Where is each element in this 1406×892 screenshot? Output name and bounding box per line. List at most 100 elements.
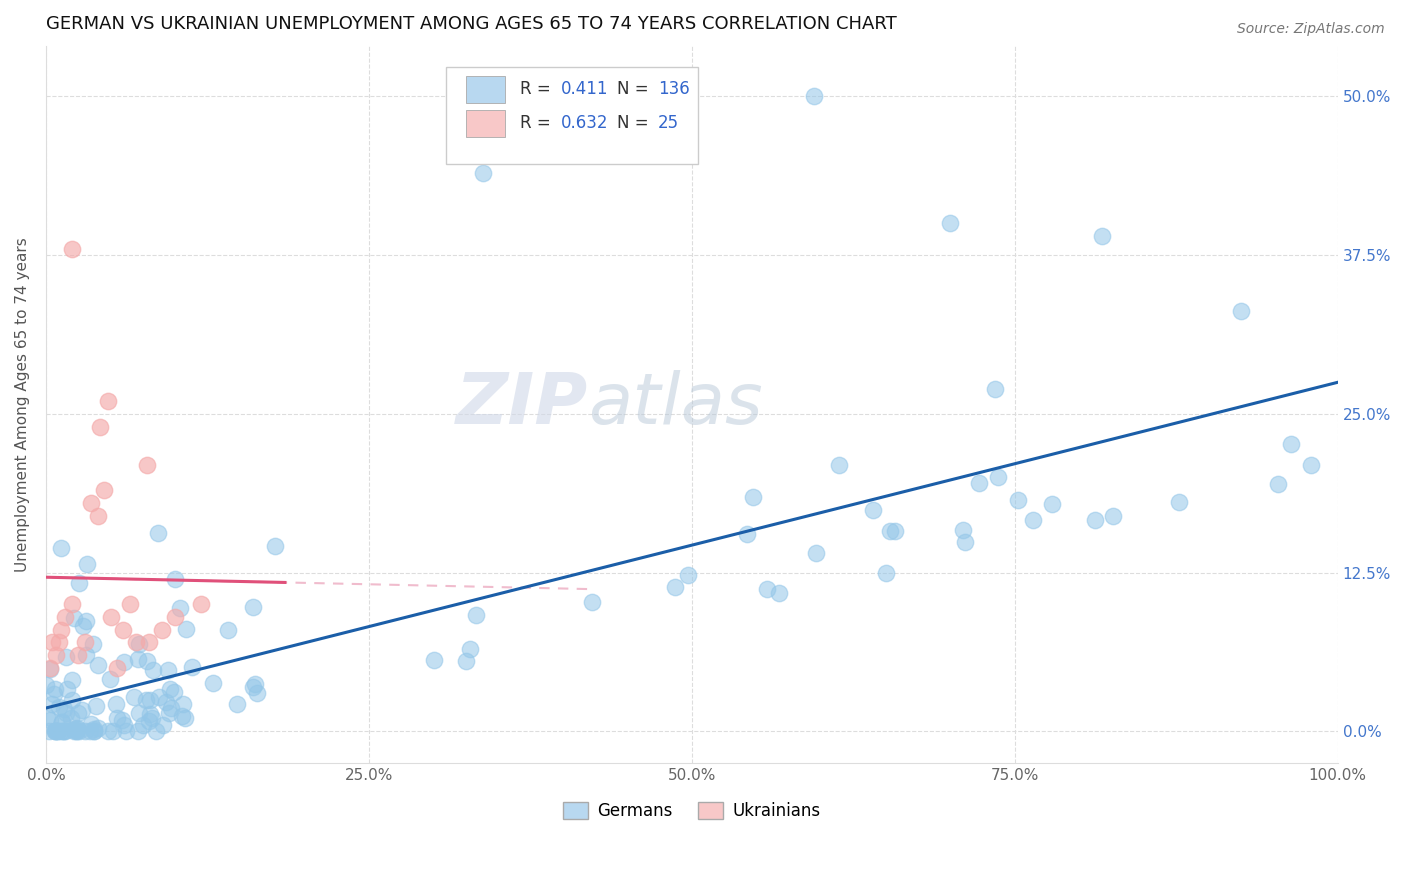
Point [938,216,960,230]
Point [159,706,181,720]
Text: 25: 25 [658,114,679,132]
Point [41,697,63,711]
Point [984,382,1007,396]
Point [243,677,266,691]
Point [128,637,150,651]
Point [472,166,495,180]
Point [60,673,83,687]
Point [87,721,110,735]
Point [135,654,157,668]
Point [35,709,58,723]
Point [75,615,97,629]
Point [49,724,72,739]
Point [51,623,73,637]
Point [73,635,96,649]
Point [65,724,87,739]
Point [138,635,160,649]
Point [768,586,790,600]
Y-axis label: Unemployment Among Ages 65 to 74 years: Unemployment Among Ages 65 to 74 years [15,237,30,572]
Text: 0.411: 0.411 [561,80,609,98]
Point [107,711,129,725]
Point [242,680,264,694]
Point [100,610,122,624]
Point [1007,493,1029,508]
Point [79,724,101,739]
Point [141,711,163,725]
Point [60,598,83,612]
Point [135,693,157,707]
Point [217,624,239,638]
Point [67,575,90,590]
Point [63,723,86,737]
Text: Source: ZipAtlas.com: Source: ZipAtlas.com [1237,22,1385,37]
Point [112,718,135,732]
Point [48,635,70,649]
Point [86,508,108,523]
Point [174,710,197,724]
Point [73,724,96,739]
Point [41,635,63,649]
Point [879,524,901,538]
Point [160,700,183,714]
Point [138,714,160,728]
Point [45,724,67,739]
Point [581,595,603,609]
Point [66,721,89,735]
Point [44,724,66,739]
Point [458,642,481,657]
Point [60,692,83,706]
Point [80,496,103,510]
Point [93,483,115,497]
Point [862,502,884,516]
Text: atlas: atlas [589,370,763,439]
Point [89,419,111,434]
Point [1299,458,1322,473]
Point [39,662,62,676]
Point [145,724,167,739]
Point [190,598,212,612]
Point [148,690,170,705]
Point [66,724,89,739]
Point [66,722,89,736]
Point [67,648,90,663]
Point [804,545,827,559]
Point [49,541,72,556]
Point [246,686,269,700]
Point [169,601,191,615]
Point [163,684,186,698]
Point [52,724,75,739]
Point [67,724,90,739]
Point [755,582,778,596]
Point [45,724,67,739]
Point [60,242,83,256]
Point [159,681,181,696]
Point [165,610,187,624]
FancyBboxPatch shape [465,76,505,103]
Point [125,635,148,649]
Point [952,524,974,538]
Point [97,724,120,739]
Point [45,648,67,663]
Point [170,709,193,723]
Point [53,702,76,716]
Point [38,661,60,675]
Point [1091,229,1114,244]
Point [139,707,162,722]
Point [55,724,77,739]
Point [97,394,120,409]
Point [152,718,174,732]
Point [115,724,138,739]
Text: N =: N = [617,80,654,98]
Point [83,724,105,739]
Point [44,681,66,696]
Text: ZIP: ZIP [456,370,589,439]
Point [1168,495,1191,509]
Point [51,714,73,729]
Point [114,655,136,669]
Point [664,580,686,594]
Text: R =: R = [520,80,555,98]
Point [242,600,264,615]
Point [1084,513,1107,527]
FancyBboxPatch shape [446,67,699,164]
Point [454,654,477,668]
